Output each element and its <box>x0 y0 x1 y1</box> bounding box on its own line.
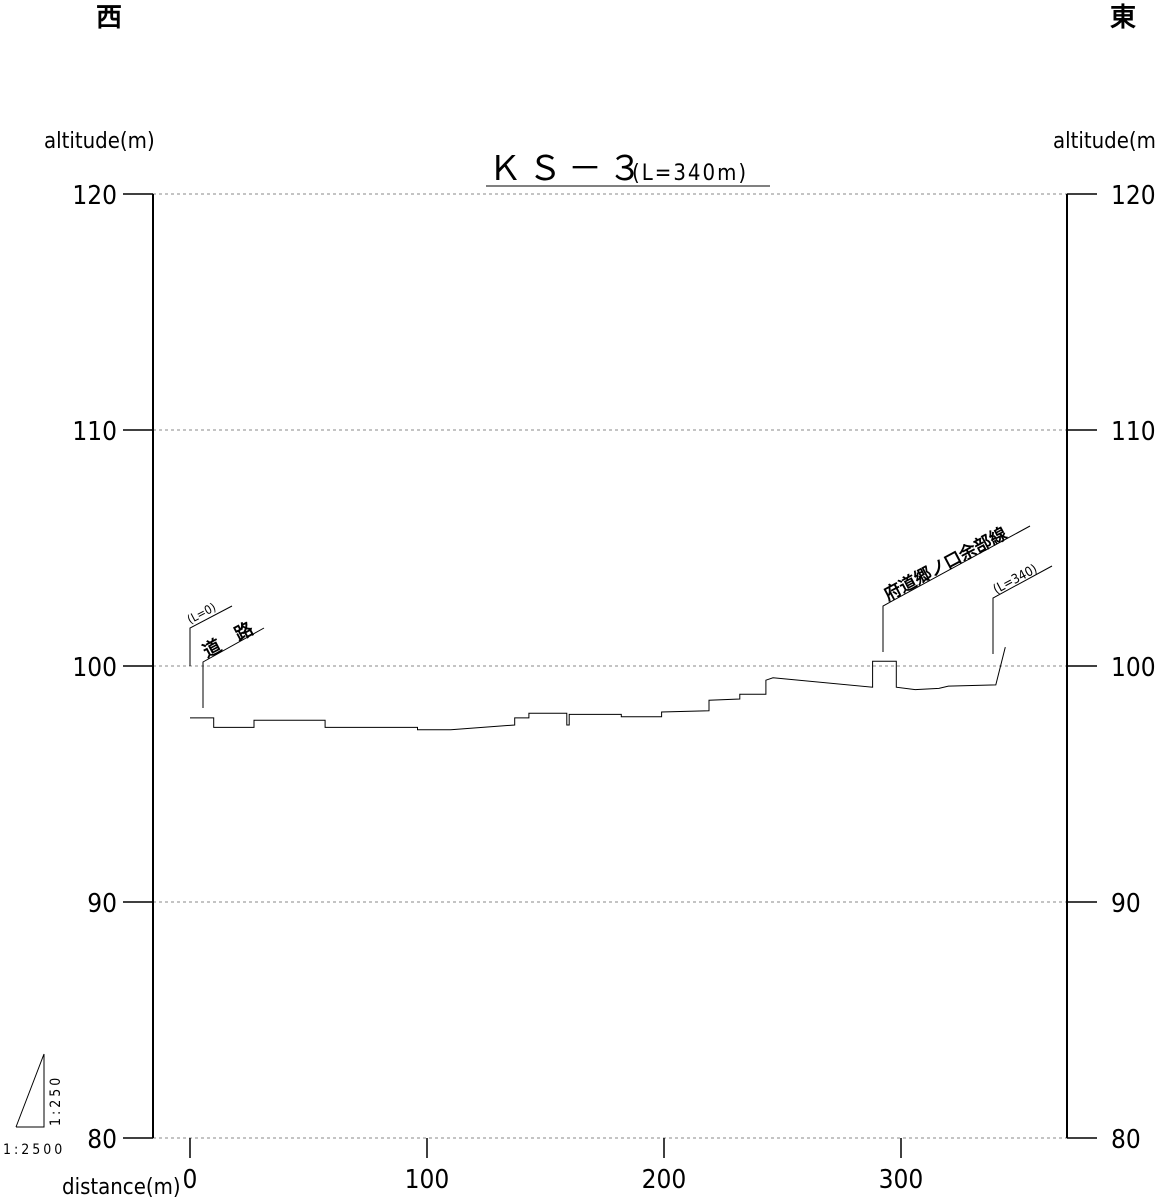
annotation-road: 道 路 <box>199 617 265 708</box>
west-label: 西 <box>96 3 122 33</box>
y-ticks: 80 80 90 90 100 100 110 110 120 120 <box>72 181 1155 1155</box>
scale-indicator: 1:250 1:2500 <box>3 1053 65 1158</box>
x-tick-label-100: 100 <box>405 1165 450 1195</box>
scale-horizontal: 1:2500 <box>3 1142 65 1158</box>
x-tick-label-300: 300 <box>879 1165 924 1195</box>
annotation-prefectural-road-text: 府道郷ノ口余部線 <box>880 523 1010 605</box>
annotation-road-text: 道 路 <box>199 617 258 662</box>
x-ticks: 0 100 200 300 <box>183 1138 924 1195</box>
x-tick-label-0: 0 <box>183 1165 198 1195</box>
y-tick-label-left-80: 80 <box>87 1125 117 1155</box>
profile-line <box>190 646 1006 731</box>
y-tick-label-right-80: 80 <box>1111 1125 1141 1155</box>
annotation-l340-text: (L=340) <box>991 562 1040 598</box>
y-tick-label-left-110: 110 <box>72 417 117 447</box>
x-tick-label-200: 200 <box>642 1165 687 1195</box>
y-axis-label-left: altitude(m) <box>44 129 155 154</box>
scale-vertical: 1:250 <box>48 1075 64 1126</box>
y-tick-label-left-100: 100 <box>72 653 117 683</box>
y-tick-label-right-120: 120 <box>1111 181 1156 211</box>
y-tick-label-right-90: 90 <box>1111 889 1141 919</box>
y-tick-label-right-110: 110 <box>1111 417 1156 447</box>
chart-title: ＫＳ－３ <box>488 149 648 189</box>
chart-subtitle: (L=340m) <box>632 161 748 186</box>
east-label: 東 <box>1110 3 1136 33</box>
y-tick-label-left-120: 120 <box>72 181 117 211</box>
y-tick-label-left-90: 90 <box>87 889 117 919</box>
x-axis-label: distance(m) <box>62 1175 181 1200</box>
grid-lines <box>153 193 1067 1139</box>
annotation-l0-text: (L=0) <box>185 600 218 627</box>
annotation-l340: (L=340) <box>991 562 1053 654</box>
y-tick-label-right-100: 100 <box>1111 653 1156 683</box>
y-axis-label-right: altitude(m) <box>1053 129 1157 154</box>
